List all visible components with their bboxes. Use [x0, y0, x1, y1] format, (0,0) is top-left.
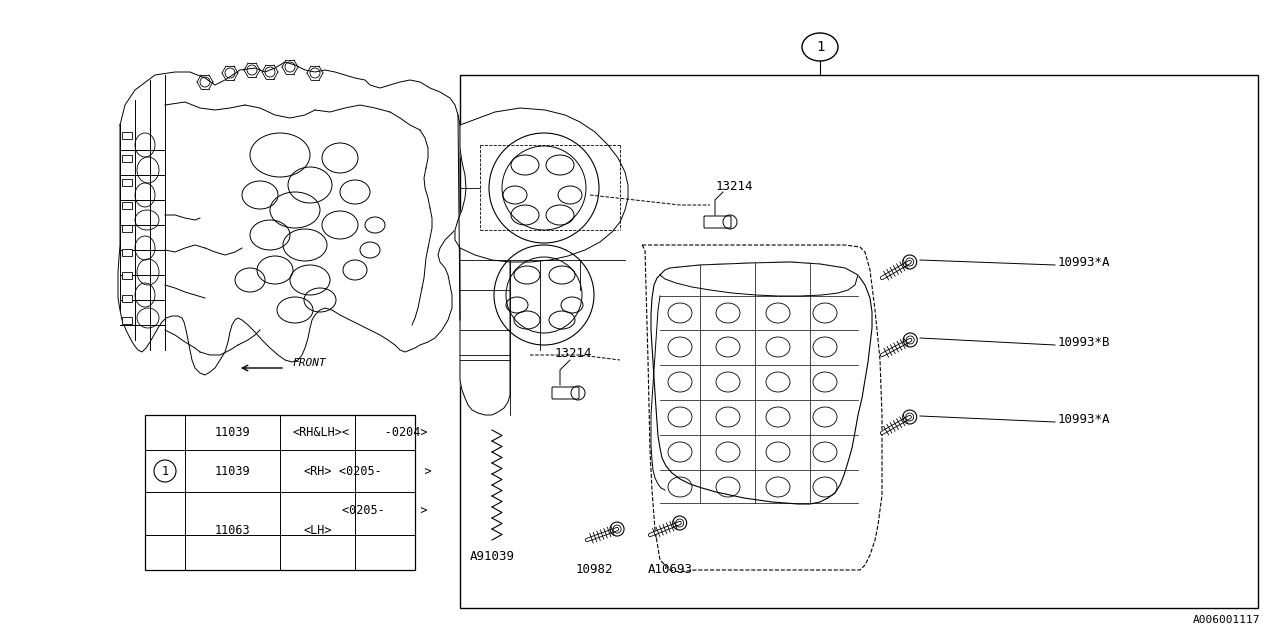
Text: A10693: A10693 — [648, 563, 692, 576]
Bar — [122, 202, 132, 209]
Text: 13214: 13214 — [556, 347, 593, 360]
Text: FRONT: FRONT — [292, 358, 325, 368]
Bar — [122, 272, 132, 279]
Text: <LH>: <LH> — [303, 525, 332, 538]
Text: 11063: 11063 — [215, 525, 251, 538]
Text: A91039: A91039 — [470, 550, 515, 563]
Bar — [122, 132, 132, 139]
Polygon shape — [454, 108, 628, 262]
Text: 13214: 13214 — [716, 180, 754, 193]
Text: 10993*A: 10993*A — [1059, 413, 1111, 426]
Bar — [122, 295, 132, 302]
Text: A006001117: A006001117 — [1193, 615, 1260, 625]
Text: 10993*A: 10993*A — [1059, 255, 1111, 269]
Text: <     -0204>: < -0204> — [342, 426, 428, 439]
Text: 1: 1 — [815, 40, 824, 54]
Bar — [122, 317, 132, 324]
Bar — [460, 75, 1258, 608]
Text: 10993*B: 10993*B — [1059, 335, 1111, 349]
Bar — [122, 155, 132, 162]
Bar — [122, 249, 132, 256]
Polygon shape — [118, 62, 460, 375]
Text: 11039: 11039 — [215, 426, 251, 439]
Text: <RH>: <RH> — [303, 465, 332, 477]
Polygon shape — [460, 248, 509, 415]
Text: <0205-     >: <0205- > — [342, 504, 428, 516]
Text: <RH&LH>: <RH&LH> — [293, 426, 343, 439]
FancyBboxPatch shape — [552, 387, 579, 399]
Bar — [122, 179, 132, 186]
Text: 1: 1 — [161, 465, 169, 477]
Polygon shape — [652, 262, 872, 504]
Bar — [122, 225, 132, 232]
Text: <0205-      >: <0205- > — [339, 465, 431, 477]
Polygon shape — [660, 262, 858, 296]
FancyBboxPatch shape — [704, 216, 731, 228]
Bar — [145, 415, 415, 570]
Text: 11039: 11039 — [215, 465, 251, 477]
Text: 10982: 10982 — [576, 563, 613, 576]
